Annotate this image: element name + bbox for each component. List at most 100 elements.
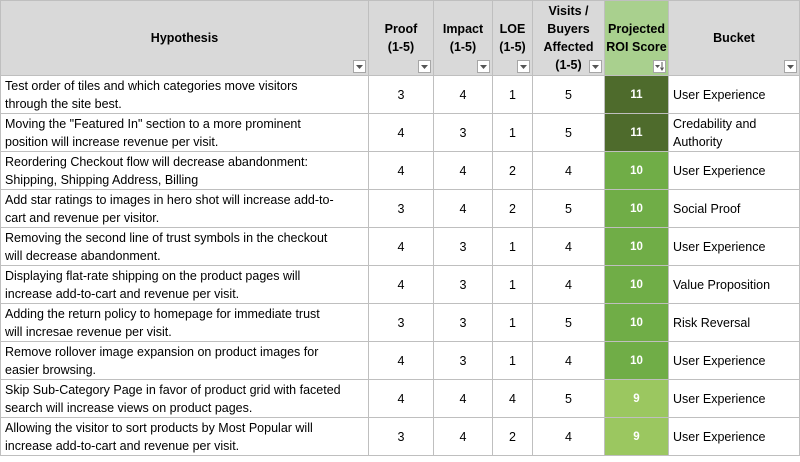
proof-cell[interactable]: 3 bbox=[368, 189, 434, 228]
visits-cell[interactable]: 5 bbox=[532, 113, 605, 152]
filter-dropdown-proof[interactable] bbox=[418, 60, 431, 73]
hypothesis-cell[interactable]: Add star ratings to images in hero shot … bbox=[0, 189, 369, 228]
table-row: Moving the "Featured In" section to a mo… bbox=[0, 113, 800, 152]
proof-cell[interactable]: 4 bbox=[368, 113, 434, 152]
header-visits: Visits / Buyers Affected (1-5) bbox=[532, 0, 605, 76]
roi-score-cell[interactable]: 10 bbox=[604, 227, 669, 266]
sort-dropdown-roi[interactable] bbox=[653, 60, 666, 73]
hypothesis-cell[interactable]: Displaying flat-rate shipping on the pro… bbox=[0, 265, 369, 304]
hypothesis-cell[interactable]: Removing the second line of trust symbol… bbox=[0, 227, 369, 266]
hypothesis-text-line: Remove rollover image expansion on produ… bbox=[5, 344, 319, 359]
impact-cell[interactable]: 3 bbox=[433, 303, 493, 342]
proof-cell[interactable]: 4 bbox=[368, 379, 434, 418]
proof-cell[interactable]: 3 bbox=[368, 75, 434, 114]
visits-cell[interactable]: 5 bbox=[532, 379, 605, 418]
impact-cell[interactable]: 3 bbox=[433, 265, 493, 304]
bucket-text-line: User Experience bbox=[673, 87, 766, 102]
bucket-cell[interactable]: Credability and Authority bbox=[668, 113, 800, 152]
impact-cell[interactable]: 4 bbox=[433, 417, 493, 456]
loe-cell[interactable]: 1 bbox=[492, 265, 533, 304]
proof-cell[interactable]: 4 bbox=[368, 265, 434, 304]
hypothesis-cell[interactable]: Moving the "Featured In" section to a mo… bbox=[0, 113, 369, 152]
roi-score-cell[interactable]: 10 bbox=[604, 341, 669, 380]
hypothesis-cell[interactable]: Skip Sub-Category Page in favor of produ… bbox=[0, 379, 369, 418]
hypothesis-text-line: Adding the return policy to homepage for… bbox=[5, 306, 320, 321]
hypothesis-cell[interactable]: Allowing the visitor to sort products by… bbox=[0, 417, 369, 456]
roi-score-cell[interactable]: 11 bbox=[604, 113, 669, 152]
loe-cell[interactable]: 1 bbox=[492, 75, 533, 114]
loe-cell[interactable]: 4 bbox=[492, 379, 533, 418]
impact-cell[interactable]: 3 bbox=[433, 227, 493, 266]
visits-cell[interactable]: 5 bbox=[532, 303, 605, 342]
bucket-cell[interactable]: Value Proposition bbox=[668, 265, 800, 304]
header-loe-line1: LOE bbox=[499, 22, 526, 36]
loe-cell[interactable]: 1 bbox=[492, 227, 533, 266]
roi-score-cell[interactable]: 10 bbox=[604, 265, 669, 304]
hypothesis-text-line: search will increase views on product pa… bbox=[5, 400, 253, 415]
filter-dropdown-bucket[interactable] bbox=[784, 60, 797, 73]
visits-cell[interactable]: 4 bbox=[532, 227, 605, 266]
visits-cell[interactable]: 4 bbox=[532, 341, 605, 380]
impact-cell[interactable]: 4 bbox=[433, 151, 493, 190]
impact-cell[interactable]: 4 bbox=[433, 189, 493, 228]
hypothesis-cell[interactable]: Reordering Checkout flow will decrease a… bbox=[0, 151, 369, 190]
visits-cell[interactable]: 5 bbox=[532, 75, 605, 114]
bucket-cell[interactable]: Risk Reversal bbox=[668, 303, 800, 342]
filter-dropdown-loe[interactable] bbox=[517, 60, 530, 73]
bucket-cell[interactable]: User Experience bbox=[668, 151, 800, 190]
loe-cell[interactable]: 1 bbox=[492, 303, 533, 342]
loe-cell[interactable]: 2 bbox=[492, 189, 533, 228]
bucket-cell[interactable]: User Experience bbox=[668, 379, 800, 418]
table-row: Allowing the visitor to sort products by… bbox=[0, 417, 800, 456]
header-visits-line4: (1-5) bbox=[555, 58, 582, 72]
visits-cell[interactable]: 4 bbox=[532, 417, 605, 456]
filter-dropdown-hypothesis[interactable] bbox=[353, 60, 366, 73]
impact-cell[interactable]: 4 bbox=[433, 379, 493, 418]
visits-cell[interactable]: 4 bbox=[532, 265, 605, 304]
proof-cell[interactable]: 4 bbox=[368, 341, 434, 380]
bucket-text-line: User Experience bbox=[673, 429, 766, 444]
impact-cell[interactable]: 3 bbox=[433, 341, 493, 380]
hypothesis-text-line: increase add-to-cart and revenue per vis… bbox=[5, 438, 240, 453]
roi-score-cell[interactable]: 9 bbox=[604, 417, 669, 456]
table-row: Removing the second line of trust symbol… bbox=[0, 227, 800, 266]
proof-cell[interactable]: 3 bbox=[368, 417, 434, 456]
roi-score-cell[interactable]: 10 bbox=[604, 151, 669, 190]
filter-dropdown-arrow-icon bbox=[421, 64, 428, 69]
hypothesis-cell[interactable]: Adding the return policy to homepage for… bbox=[0, 303, 369, 342]
roi-score-cell[interactable]: 10 bbox=[604, 303, 669, 342]
roi-score-cell[interactable]: 9 bbox=[604, 379, 669, 418]
header-impact-line1: Impact bbox=[442, 22, 484, 36]
bucket-cell[interactable]: User Experience bbox=[668, 417, 800, 456]
proof-cell[interactable]: 4 bbox=[368, 227, 434, 266]
filter-dropdown-impact[interactable] bbox=[477, 60, 490, 73]
impact-cell[interactable]: 4 bbox=[433, 75, 493, 114]
bucket-cell[interactable]: User Experience bbox=[668, 341, 800, 380]
bucket-cell[interactable]: User Experience bbox=[668, 227, 800, 266]
header-visits-line1: Visits / bbox=[548, 4, 589, 18]
loe-cell[interactable]: 1 bbox=[492, 113, 533, 152]
bucket-cell[interactable]: Social Proof bbox=[668, 189, 800, 228]
bucket-cell[interactable]: User Experience bbox=[668, 75, 800, 114]
hypothesis-cell[interactable]: Test order of tiles and which categories… bbox=[0, 75, 369, 114]
bucket-text-line: Value Proposition bbox=[673, 277, 771, 292]
header-roi-line2: ROI Score bbox=[606, 40, 667, 54]
visits-cell[interactable]: 5 bbox=[532, 189, 605, 228]
roi-score-cell[interactable]: 10 bbox=[604, 189, 669, 228]
visits-cell[interactable]: 4 bbox=[532, 151, 605, 190]
hypothesis-text-line: easier browsing. bbox=[5, 362, 97, 377]
loe-cell[interactable]: 1 bbox=[492, 341, 533, 380]
filter-dropdown-visits[interactable] bbox=[589, 60, 602, 73]
bucket-text-line: User Experience bbox=[673, 391, 766, 406]
loe-cell[interactable]: 2 bbox=[492, 151, 533, 190]
hypothesis-text-line: Skip Sub-Category Page in favor of produ… bbox=[5, 382, 341, 397]
hypothesis-text-line: increase add-to-cart and revenue per vis… bbox=[5, 286, 240, 301]
impact-cell[interactable]: 3 bbox=[433, 113, 493, 152]
roi-score-cell[interactable]: 11 bbox=[604, 75, 669, 114]
proof-cell[interactable]: 4 bbox=[368, 151, 434, 190]
hypothesis-cell[interactable]: Remove rollover image expansion on produ… bbox=[0, 341, 369, 380]
hypothesis-text-line: Moving the "Featured In" section to a mo… bbox=[5, 116, 301, 131]
loe-cell[interactable]: 2 bbox=[492, 417, 533, 456]
proof-cell[interactable]: 3 bbox=[368, 303, 434, 342]
